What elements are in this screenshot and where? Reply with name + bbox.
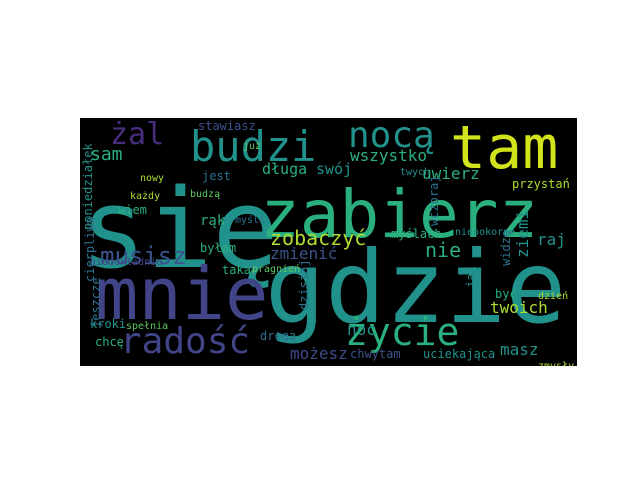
word-cloud-word: chwytam — [350, 347, 401, 361]
word-cloud-word: cierpliwa — [83, 216, 97, 282]
word-cloud-word: musisz — [100, 242, 187, 270]
word-cloud-word: uwierz — [422, 164, 480, 183]
word-cloud-word: twoich — [490, 298, 548, 317]
word-cloud-word: widzę — [499, 229, 513, 266]
word-cloud-word: myślach — [391, 227, 442, 241]
word-cloud-word: ziemi — [513, 209, 532, 258]
word-cloud-word: już — [243, 141, 262, 152]
word-cloud-word: długa — [262, 160, 308, 178]
word-cloud-word: tam — [450, 118, 559, 183]
word-cloud-word: uciekająca — [423, 347, 496, 361]
word-cloud-word: taka — [222, 263, 251, 277]
word-cloud: się zabierz gdzie mnie tam budzi nocą żal radość… — [80, 118, 577, 366]
word-cloud-word: nocą — [348, 118, 435, 156]
word-cloud-word: niepokorne — [455, 227, 516, 238]
word-cloud-word: myśli — [235, 215, 266, 226]
word-cloud-word: twych — [400, 167, 431, 178]
word-cloud-word: przystań — [512, 177, 570, 191]
word-cloud-word: drogą — [260, 329, 297, 343]
word-cloud-word: spełnia — [126, 321, 169, 332]
word-cloud-word: jak — [464, 266, 478, 288]
word-cloud-word: niedokładnie — [90, 257, 163, 268]
word-cloud-word: chcę — [95, 335, 124, 349]
word-cloud-word: nie — [425, 238, 462, 262]
word-cloud-word: jest — [202, 169, 231, 183]
word-cloud-word: kroki — [90, 317, 127, 331]
word-cloud-word: życie — [345, 310, 460, 354]
word-cloud-word: zmysły — [538, 362, 574, 367]
word-cloud-word: budzą — [190, 189, 221, 200]
word-cloud-word: wiem — [118, 203, 147, 217]
word-cloud-word: zabierz — [260, 176, 539, 253]
word-cloud-word: wczoraj — [427, 175, 441, 226]
word-cloud-word: się — [80, 165, 279, 293]
word-cloud-word: byłam — [200, 241, 237, 255]
word-cloud-word: dzień — [538, 291, 569, 302]
word-cloud-word: żal — [110, 118, 165, 152]
word-cloud-word: zobaczyć — [270, 226, 367, 250]
word-cloud-word: rąk — [200, 213, 226, 229]
word-cloud-word: możesz — [290, 344, 348, 363]
word-cloud-word: budzi — [190, 122, 317, 171]
word-cloud-word: raj — [537, 230, 566, 249]
word-cloud-word: swój — [316, 160, 353, 178]
word-cloud-word: gdzie — [265, 229, 567, 346]
word-cloud-word: radość — [120, 321, 251, 362]
word-cloud-word: każdy — [130, 191, 161, 202]
word-cloud-word: nowy — [140, 173, 165, 184]
word-cloud-word: zmienić — [270, 244, 338, 263]
word-cloud-word: być — [495, 287, 517, 301]
word-cloud-word: pragnień — [252, 264, 301, 275]
word-cloud-word: masz — [500, 340, 539, 359]
word-cloud-word: noc — [347, 320, 376, 339]
word-cloud-word: dzisiaj — [297, 259, 311, 310]
word-cloud-word: wszystko — [350, 146, 428, 165]
word-cloud-word: stawiasz — [198, 119, 256, 133]
word-cloud-word: mnie — [95, 252, 269, 336]
word-cloud-word: sam — [90, 144, 123, 165]
